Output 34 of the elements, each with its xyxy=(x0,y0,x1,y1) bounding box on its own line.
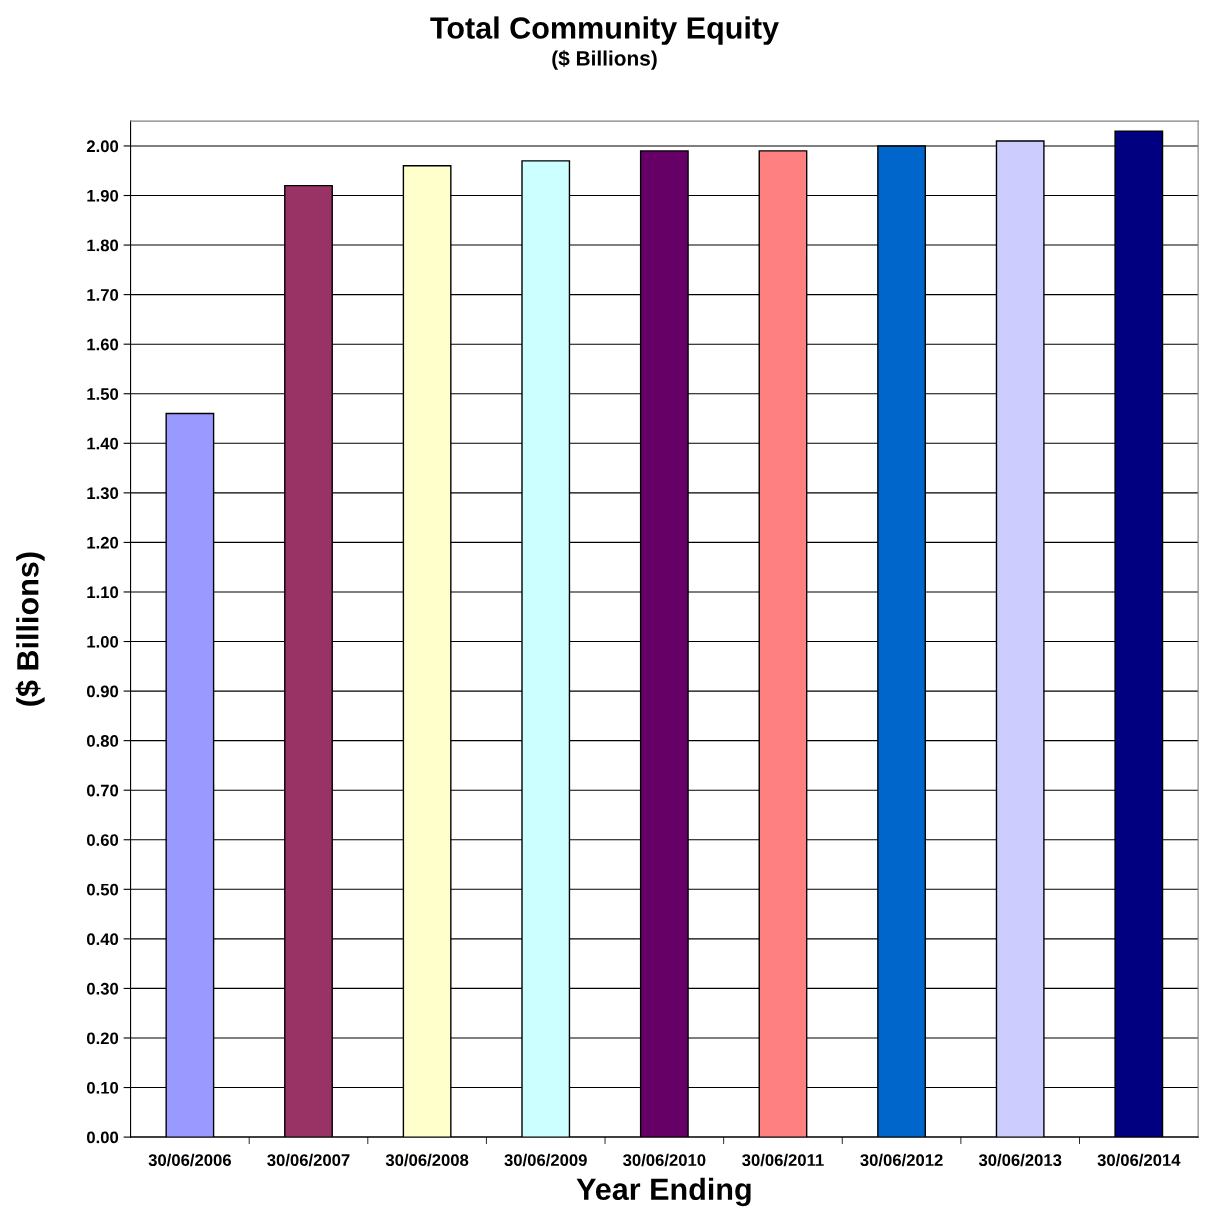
chart-subtitle: ($ Billions) xyxy=(552,50,657,70)
y-tick-label: 1.30 xyxy=(87,487,119,500)
y-tick-label: 1.50 xyxy=(87,388,119,400)
x-tick-label: 30/06/2014 xyxy=(1097,1153,1181,1167)
x-tick-label: 30/06/2007 xyxy=(267,1153,350,1167)
y-tick-label: 0.20 xyxy=(86,1032,119,1045)
x-tick-label: 30/06/2009 xyxy=(504,1153,587,1167)
y-tick-label: 0.40 xyxy=(86,933,119,946)
y-tick-label: 1.00 xyxy=(87,635,119,648)
y-axis-title: ($ Billions) xyxy=(15,552,45,706)
x-tick-label: 30/06/2008 xyxy=(385,1153,469,1167)
y-tick-label: 1.10 xyxy=(87,586,119,599)
y-tick-label: 1.40 xyxy=(87,437,119,450)
y-tick-label: 0.50 xyxy=(86,883,119,896)
y-tick-label: 1.80 xyxy=(87,239,119,252)
x-tick-label: 30/06/2011 xyxy=(742,1153,824,1167)
y-tick-label: 0.00 xyxy=(86,1131,119,1144)
y-tick-label: 0.60 xyxy=(86,834,119,846)
y-tick-label: 1.90 xyxy=(87,189,119,202)
x-tick-label: 30/06/2013 xyxy=(978,1153,1062,1167)
y-tick-label: 0.70 xyxy=(86,784,119,797)
y-tick-label: 1.20 xyxy=(87,536,119,549)
x-tick-label: 30/06/2010 xyxy=(623,1153,706,1167)
y-tick-label: 2.00 xyxy=(86,140,119,153)
x-tick-label: 30/06/2006 xyxy=(148,1153,231,1167)
x-axis-title: Year Ending xyxy=(576,1177,751,1207)
y-tick-label: 0.90 xyxy=(86,685,119,698)
x-tick-label: 30/06/2012 xyxy=(860,1153,943,1167)
y-tick-label: 1.60 xyxy=(87,338,119,351)
y-tick-label: 0.80 xyxy=(86,735,119,747)
y-tick-label: 0.30 xyxy=(86,982,119,995)
y-tick-label: 1.70 xyxy=(87,289,119,301)
y-tick-label: 0.10 xyxy=(86,1081,119,1094)
chart-title: Total Community Equity xyxy=(430,16,779,45)
